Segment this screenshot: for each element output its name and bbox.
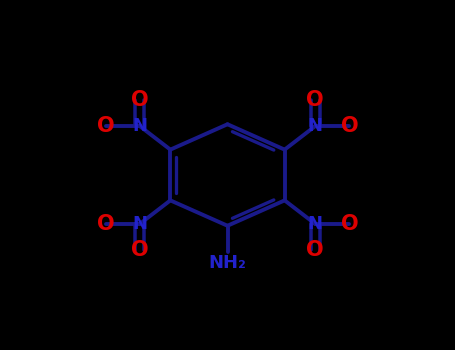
Text: N: N	[308, 215, 323, 233]
Text: O: O	[340, 214, 358, 234]
Text: NH₂: NH₂	[208, 254, 247, 272]
Text: O: O	[340, 116, 358, 136]
Text: O: O	[97, 214, 115, 234]
Text: N: N	[132, 215, 147, 233]
Text: O: O	[131, 90, 149, 110]
Text: O: O	[306, 240, 324, 260]
Text: O: O	[97, 116, 115, 136]
Text: O: O	[131, 240, 149, 260]
Text: N: N	[132, 117, 147, 135]
Text: N: N	[308, 117, 323, 135]
Text: O: O	[306, 90, 324, 110]
